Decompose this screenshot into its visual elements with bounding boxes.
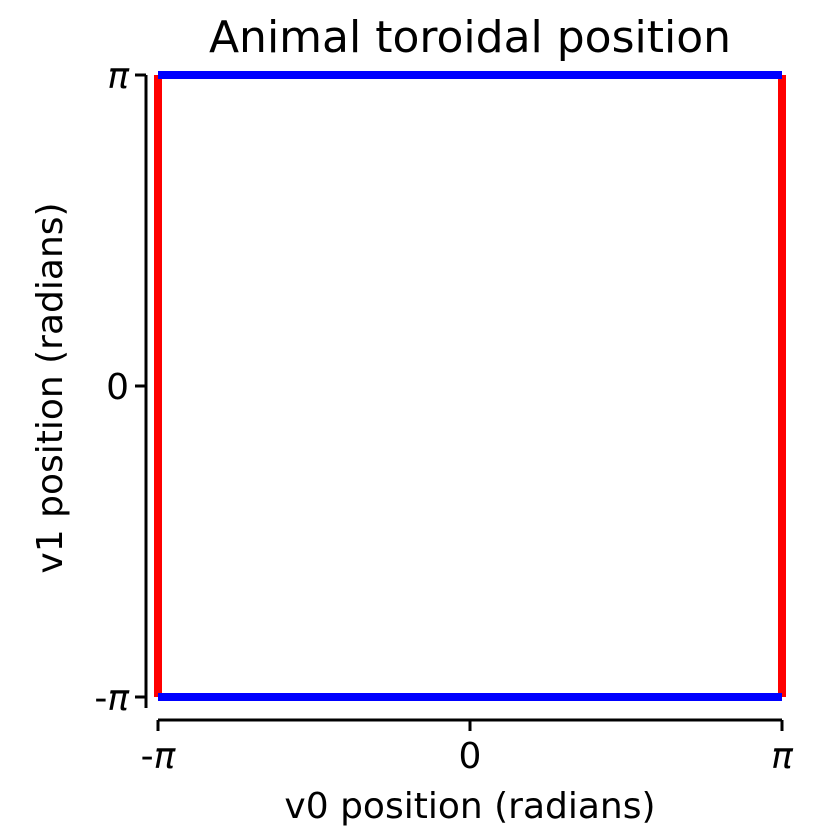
y-tick-label-2: π (107, 56, 130, 97)
y-tick-label-1: 0 (106, 367, 129, 408)
plot-area: -π 0 π -π 0 π (94, 56, 794, 777)
x-axis-label: v0 position (radians) (284, 786, 655, 827)
chart-title: Animal toroidal position (209, 12, 731, 63)
y-axis-label: v1 position (radians) (30, 202, 71, 573)
x-tick-label-0: -π (141, 736, 177, 777)
series-layer (154, 71, 786, 701)
y-tick-label-0: -π (94, 678, 130, 719)
x-tick-label-1: 0 (459, 736, 482, 777)
ticks-layer: -π 0 π -π 0 π (94, 56, 794, 777)
x-tick-label-2: π (771, 736, 794, 777)
